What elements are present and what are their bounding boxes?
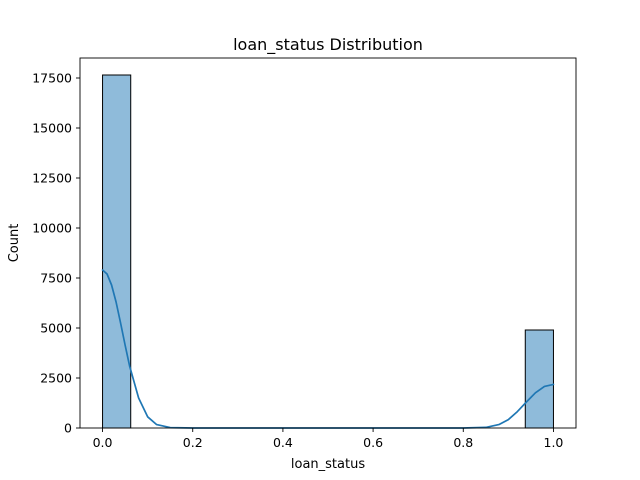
y-tick-label: 5000: [40, 321, 72, 336]
axes-frame: [79, 57, 577, 429]
x-tick-label: 0.6: [363, 435, 383, 450]
axis-ticks: 0.0 0.2 0.4 0.6 0.8 1.0 0 2500 5000 7500 10000 1250…: [32, 71, 563, 451]
x-tick-label: 0.0: [93, 435, 113, 450]
y-tick-label: 15000: [32, 121, 72, 136]
chart-title: loan_status Distribution: [233, 35, 423, 55]
x-tick-label: 0.2: [183, 435, 203, 450]
plot-area: [79, 57, 577, 429]
y-tick-label: 17500: [32, 71, 72, 86]
y-tick-label: 0: [64, 421, 72, 436]
x-axis-label: loan_status: [291, 457, 365, 472]
y-tick-label: 7500: [40, 271, 72, 286]
y-axis-label: Count: [7, 224, 22, 263]
y-tick-label: 10000: [32, 221, 72, 236]
x-tick-label: 0.4: [273, 435, 293, 450]
y-tick-label: 12500: [32, 171, 72, 186]
x-tick-label: 0.8: [453, 435, 473, 450]
kde-line: [101, 269, 555, 429]
y-tick-label: 2500: [40, 371, 72, 386]
x-tick-label: 1.0: [544, 435, 564, 450]
histogram-bar: [102, 74, 132, 429]
histogram-bar: [524, 329, 554, 429]
